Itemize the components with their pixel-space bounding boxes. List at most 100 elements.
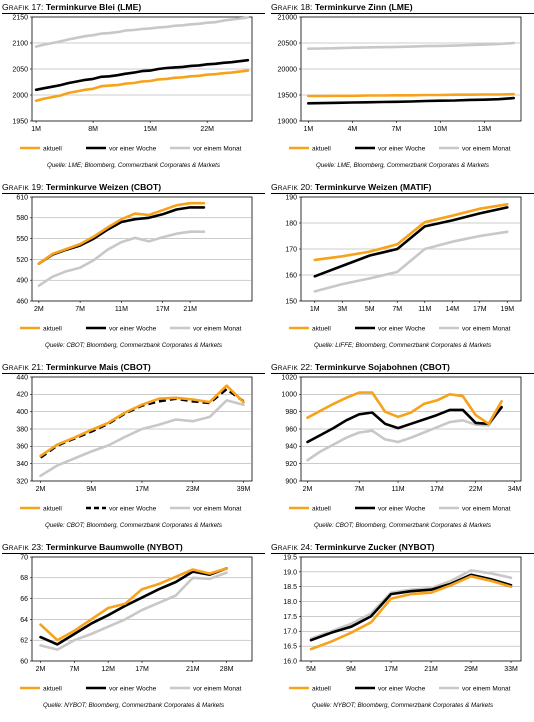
legend-label-monat: vor einem Monat <box>462 325 511 332</box>
series-line-monat <box>306 405 503 462</box>
chart-source: Quelle: LME; Bloomberg, Commerzbank Corp… <box>47 162 220 169</box>
chart-title-prefix-rest: RAFIK <box>8 545 30 552</box>
y-tick-label: 900 <box>285 478 297 485</box>
y-tick-label: 400 <box>16 409 28 416</box>
x-tick-label: 17M <box>135 486 149 493</box>
x-tick-label: 7M <box>354 486 364 493</box>
x-tick-label: 7M <box>392 306 402 313</box>
chart-title: GRAFIK 23: Terminkurve Baumwolle (NYBOT) <box>2 542 183 552</box>
y-tick-label: 960 <box>285 426 297 433</box>
chart-number: 24: <box>298 542 315 552</box>
legend-label-aktuell: aktuell <box>43 145 62 152</box>
chart-title-prefix-rest: RAFIK <box>277 185 299 192</box>
chart-svg: 900 920 940 960 980 1000 1020 2M 7M 11M 17M 22M 34M a… <box>281 374 522 512</box>
y-tick-label: 190 <box>285 194 297 201</box>
series-line-woche <box>306 405 503 444</box>
chart-source: Quelle: CBOT; Bloomberg, Commerzbank Cor… <box>314 522 491 529</box>
series-line-woche <box>313 206 509 278</box>
chart-name: Terminkurve Mais (CBOT) <box>45 362 151 372</box>
x-tick-label: 1M <box>310 306 320 313</box>
series-line-aktuell <box>39 384 245 458</box>
x-tick-label: 23M <box>186 486 200 493</box>
y-tick-label: 21000 <box>278 14 298 21</box>
chart-title: GRAFIK 24: Terminkurve Zucker (NYBOT) <box>271 542 435 552</box>
title-rule <box>271 193 534 194</box>
y-tick-label: 520 <box>16 257 28 264</box>
y-tick-label: 170 <box>285 246 297 253</box>
chart-svg: 16.0 16.5 17.0 17.5 18.0 18.5 19.0 19.5 5M 9M 17M 2… <box>283 554 522 692</box>
chart-name: Terminkurve Zinn (LME) <box>314 2 413 12</box>
x-tick-label: 12M <box>101 666 115 673</box>
chart-name: Terminkurve Zucker (NYBOT) <box>314 542 435 552</box>
x-tick-label: 7M <box>69 666 79 673</box>
y-tick-label: 380 <box>16 426 28 433</box>
series-line-monat <box>306 41 515 51</box>
legend-label-woche: vor einer Woche <box>109 685 157 692</box>
x-tick-label: 2M <box>303 486 313 493</box>
y-tick-label: 360 <box>16 444 28 451</box>
legend-label-aktuell: aktuell <box>312 325 331 332</box>
chart-source: Quelle: NYBOT; Bloomberg, Commerzbank Co… <box>42 702 225 709</box>
chart-source: Quelle: CBOT; Bloomberg, Commerzbank Cor… <box>45 522 222 529</box>
series-line-woche <box>309 573 513 642</box>
chart-title-prefix-rest: RAFIK <box>277 365 299 372</box>
y-tick-label: 1950 <box>12 118 28 125</box>
x-tick-label: 2M <box>36 666 46 673</box>
x-tick-label: 22M <box>200 126 214 133</box>
chart-title-prefix-initial: G <box>271 362 278 372</box>
y-tick-label: 2050 <box>12 66 28 73</box>
title-rule <box>2 373 265 374</box>
chart-panel-18: GRAFIK 18: Terminkurve Zinn (LME) 19000 19… <box>271 2 534 182</box>
x-tick-label: 33M <box>504 666 518 673</box>
chart-name: Terminkurve Weizen (MATIF) <box>314 182 432 192</box>
series-line-aktuell <box>39 567 228 642</box>
series-line-woche <box>37 206 206 265</box>
x-tick-label: 9M <box>346 666 356 673</box>
x-tick-label: 28M <box>220 666 234 673</box>
x-tick-label: 21M <box>424 666 438 673</box>
y-tick-label: 2100 <box>12 40 28 47</box>
x-tick-label: 39M <box>237 486 251 493</box>
chart-title-prefix-initial: G <box>2 2 9 12</box>
x-tick-label: 5M <box>365 306 375 313</box>
x-tick-label: 1M <box>303 126 313 133</box>
series-line-monat <box>313 230 509 293</box>
y-tick-label: 70 <box>20 554 28 561</box>
chart-svg: 1950 2000 2050 2100 2150 1M 8M 15M 22M aktuell vor… <box>12 14 253 152</box>
y-tick-label: 66 <box>20 596 28 603</box>
y-tick-label: 68 <box>20 575 28 582</box>
title-rule <box>2 193 265 194</box>
chart-number: 21: <box>29 362 46 372</box>
x-tick-label: 19M <box>500 306 514 313</box>
x-tick-label: 10M <box>434 126 448 133</box>
x-tick-label: 17M <box>473 306 487 313</box>
y-tick-label: 320 <box>16 478 28 485</box>
chart-svg: 460 490 520 550 580 610 2M 7M 11M 17M 21M aktuell vo… <box>16 194 253 332</box>
chart-title-prefix-initial: G <box>271 182 278 192</box>
x-tick-label: 11M <box>392 486 405 493</box>
y-tick-label: 180 <box>285 220 297 227</box>
y-tick-label: 20500 <box>278 40 298 47</box>
chart-panel-22: GRAFIK 22: Terminkurve Sojabohnen (CBOT)… <box>271 362 534 542</box>
legend-label-monat: vor einem Monat <box>193 145 242 152</box>
chart-panel-17: GRAFIK 17: Terminkurve Blei (LME) 1950 200… <box>2 2 265 182</box>
x-tick-label: 17M <box>156 306 170 313</box>
chart-title-prefix-rest: RAFIK <box>8 365 30 372</box>
y-tick-label: 980 <box>285 409 297 416</box>
x-tick-label: 2M <box>34 306 44 313</box>
x-tick-label: 22M <box>469 486 483 493</box>
x-tick-label: 34M <box>508 486 522 493</box>
chart-svg: 320 340 360 380 400 420 440 2M 9M 17M 23M 39M aktuel… <box>16 374 253 512</box>
y-tick-label: 16.0 <box>283 658 297 665</box>
chart-title-prefix-initial: G <box>2 362 9 372</box>
chart-number: 22: <box>298 362 315 372</box>
legend-label-aktuell: aktuell <box>312 145 331 152</box>
y-tick-label: 150 <box>285 298 297 305</box>
x-tick-label: 9M <box>86 486 96 493</box>
chart-title-prefix-initial: G <box>2 182 9 192</box>
y-tick-label: 19.0 <box>283 569 297 576</box>
chart-number: 20: <box>298 182 315 192</box>
y-tick-label: 340 <box>16 461 28 468</box>
x-tick-label: 11M <box>418 306 431 313</box>
legend-label-aktuell: aktuell <box>43 505 62 512</box>
